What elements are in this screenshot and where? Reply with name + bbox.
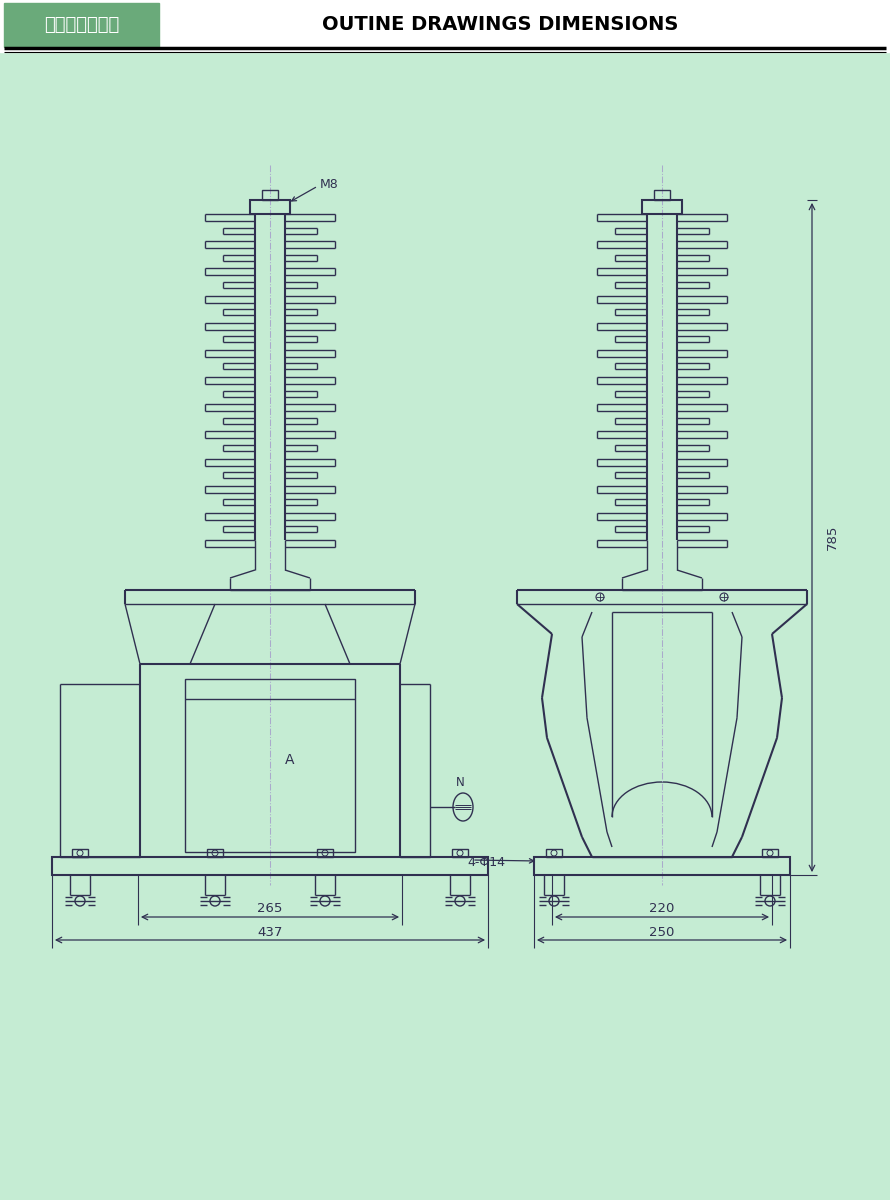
Bar bbox=[654, 190, 670, 200]
Text: 4-Φ14: 4-Φ14 bbox=[467, 856, 505, 869]
Text: 220: 220 bbox=[650, 902, 675, 916]
Bar bbox=[0, 0, 890, 52]
Bar bbox=[642, 200, 682, 214]
Bar bbox=[72, 850, 88, 857]
Bar bbox=[185, 679, 355, 852]
Text: 250: 250 bbox=[650, 925, 675, 938]
Bar bbox=[534, 857, 790, 875]
Text: 437: 437 bbox=[257, 925, 283, 938]
Text: M8: M8 bbox=[320, 178, 339, 191]
Text: A: A bbox=[285, 754, 295, 768]
Bar bbox=[207, 850, 223, 857]
Bar bbox=[762, 850, 778, 857]
Text: 265: 265 bbox=[257, 902, 283, 916]
Bar bbox=[4, 2, 159, 47]
Bar bbox=[546, 850, 562, 857]
Bar bbox=[317, 850, 333, 857]
Bar bbox=[250, 200, 290, 214]
Bar bbox=[262, 190, 278, 200]
Bar bbox=[452, 850, 468, 857]
Text: N: N bbox=[456, 776, 465, 790]
Text: 785: 785 bbox=[826, 524, 839, 550]
Text: OUTINE DRAWINGS DIMENSIONS: OUTINE DRAWINGS DIMENSIONS bbox=[322, 16, 678, 35]
Text: 外形及安装尺寸: 外形及安装尺寸 bbox=[44, 16, 119, 34]
Bar bbox=[52, 857, 488, 875]
